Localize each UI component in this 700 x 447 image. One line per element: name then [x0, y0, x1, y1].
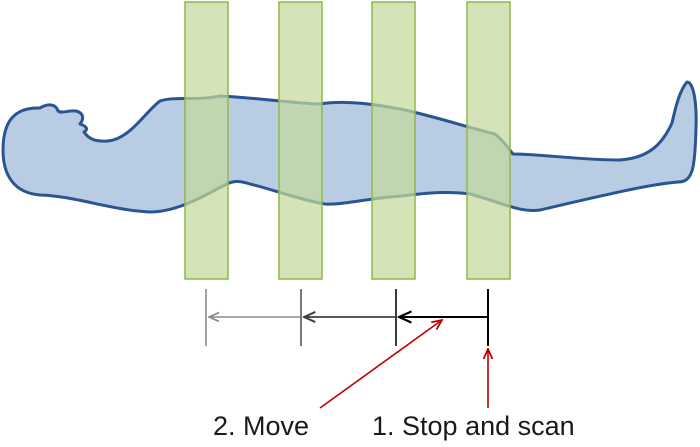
- move-callout-arrow: [319, 320, 442, 409]
- scan-windows: [184, 1, 511, 280]
- scan-window: [278, 1, 323, 280]
- patient-body-silhouette: [1, 80, 698, 214]
- stop-and-scan-label: 1. Stop and scan: [372, 411, 575, 441]
- scan-window: [371, 1, 416, 280]
- scan-window: [466, 1, 511, 280]
- move-label: 2. Move: [213, 411, 310, 441]
- scan-window: [184, 1, 229, 280]
- table-move-arrows: [205, 289, 489, 346]
